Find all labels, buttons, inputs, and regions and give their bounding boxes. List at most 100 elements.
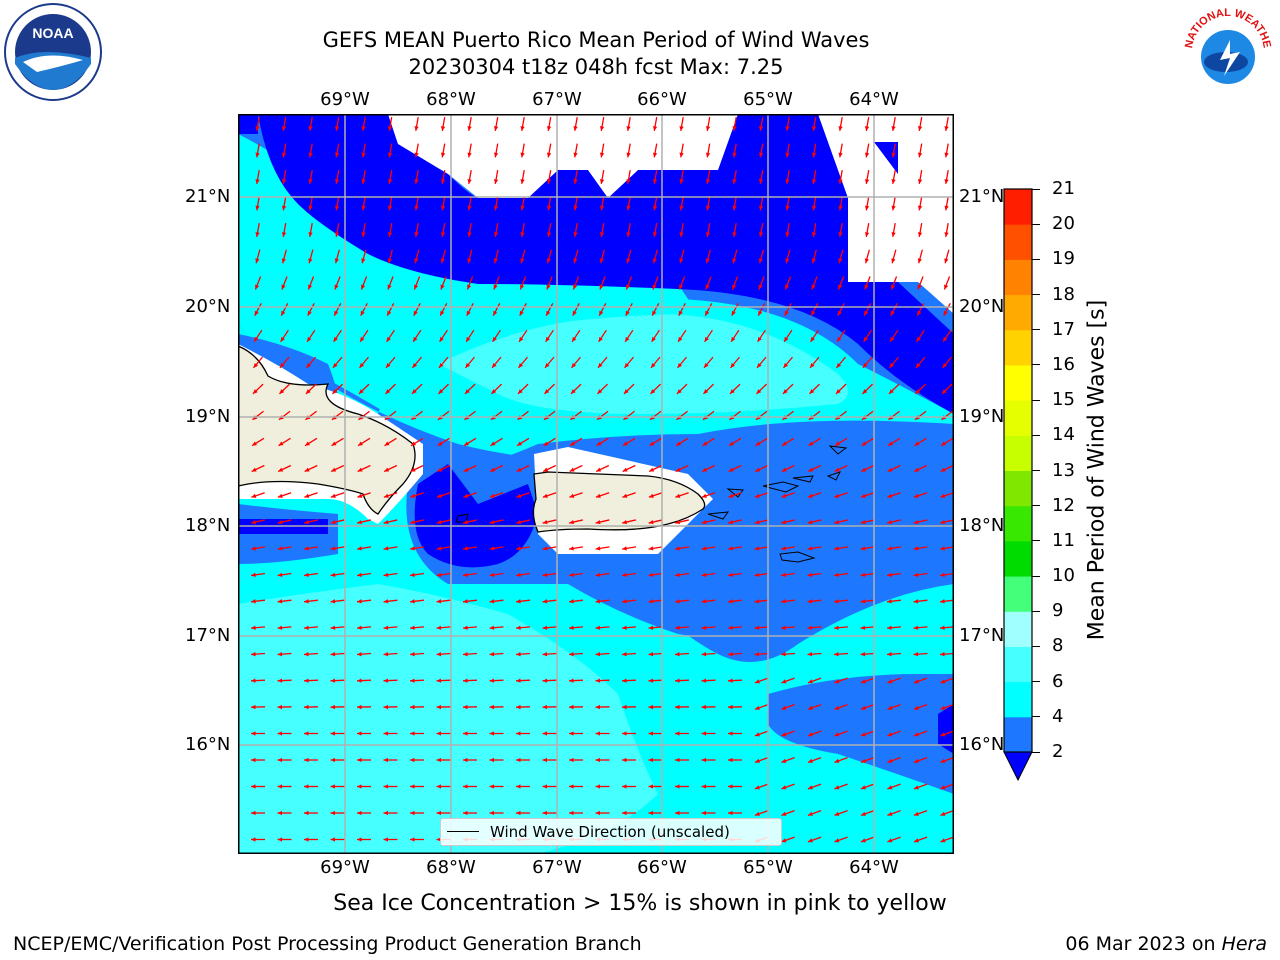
- wind-wave-arrowhead: [675, 519, 681, 525]
- wind-wave-arrowhead: [516, 731, 521, 736]
- wind-wave-arrowhead: [387, 284, 392, 290]
- wind-wave-arrowhead: [491, 389, 497, 394]
- wind-wave-arrowhead: [754, 679, 760, 684]
- wind-wave-arrowhead: [440, 258, 445, 264]
- wind-wave-arrowhead: [917, 258, 922, 264]
- wind-wave-arrowhead: [860, 519, 866, 525]
- colorbar-tick-mark: [1032, 716, 1040, 718]
- lat-label-left: 21°N: [185, 186, 231, 207]
- wind-wave-arrowhead: [520, 258, 525, 264]
- wind-wave-arrowhead: [252, 441, 258, 446]
- wind-wave-arrowhead: [860, 599, 866, 604]
- wind-wave-arrowhead: [357, 731, 362, 736]
- wind-wave-arrowhead: [781, 546, 786, 551]
- wind-wave-arrowhead: [732, 284, 737, 290]
- wind-wave-arrowhead: [573, 258, 578, 264]
- wind-wave-arrowhead: [304, 546, 309, 551]
- wind-wave-arrowhead: [834, 599, 839, 604]
- wind-wave-arrowhead: [599, 310, 604, 316]
- wind-wave-arrowhead: [334, 152, 340, 158]
- wind-wave-arrowhead: [439, 336, 444, 342]
- wind-wave-arrowhead: [277, 652, 283, 657]
- wind-wave-arrowhead: [728, 599, 733, 604]
- wind-wave-arrowhead: [701, 810, 707, 816]
- wind-wave-arrowhead: [622, 493, 628, 498]
- wind-wave-arrowhead: [917, 284, 922, 290]
- wind-wave-arrowhead: [622, 652, 627, 657]
- wind-wave-arrowhead: [864, 179, 870, 184]
- wind-wave-arrowhead: [648, 731, 654, 736]
- wind-wave-arrowhead: [754, 572, 760, 578]
- colorbar-segment: [1004, 681, 1032, 718]
- wind-wave-arrowhead: [785, 258, 790, 264]
- wind-wave-arrowhead: [891, 258, 896, 264]
- wind-wave-arrowhead: [860, 838, 866, 843]
- wind-wave-arrowhead: [330, 704, 336, 710]
- wind-wave-arrowhead: [573, 126, 578, 131]
- colorbar-tick-label: 2: [1052, 741, 1064, 762]
- wind-wave-arrowhead: [357, 599, 362, 604]
- wind-wave-arrowhead: [436, 757, 442, 763]
- wind-wave-arrowhead: [863, 363, 868, 368]
- colorbar-tick-label: 4: [1052, 705, 1064, 727]
- wind-wave-arrowhead: [807, 705, 813, 710]
- wind-wave-arrowhead: [728, 467, 734, 472]
- wind-wave-arrowhead: [357, 837, 362, 842]
- map-grid: [238, 114, 954, 854]
- wind-wave-arrowhead: [887, 493, 893, 498]
- colorbar-tick-mark: [1032, 645, 1040, 647]
- wind-wave-arrowhead: [728, 704, 733, 710]
- wind-wave-arrowhead: [383, 546, 389, 551]
- wind-wave-arrowhead: [913, 519, 919, 525]
- wind-wave-arrowhead: [546, 152, 552, 158]
- wind-wave-arrowhead: [782, 441, 788, 446]
- wind-wave-arrowhead: [783, 363, 789, 368]
- wind-wave-arrowhead: [410, 546, 415, 551]
- wind-wave-arrowhead: [622, 546, 627, 551]
- wind-wave-arrowhead: [387, 179, 393, 184]
- wind-wave-arrowhead: [520, 152, 525, 158]
- wind-wave-arrowhead: [860, 758, 866, 763]
- wind-wave-arrowhead: [913, 811, 919, 816]
- colorbar-segment: [1004, 189, 1032, 225]
- wind-wave-arrowhead: [489, 784, 495, 789]
- wind-wave-arrowhead: [701, 493, 707, 498]
- wind-wave-arrowhead: [944, 284, 949, 290]
- wind-wave-arrowhead: [255, 232, 260, 237]
- wind-wave-arrowhead: [358, 389, 364, 394]
- wind-wave-arrowhead: [387, 205, 393, 211]
- wind-wave-arrowhead: [277, 572, 283, 578]
- wind-wave-arrowhead: [705, 205, 711, 211]
- wind-wave-arrowhead: [383, 493, 389, 498]
- wind-wave-arrowhead: [517, 441, 523, 446]
- wind-wave-arrowhead: [463, 784, 468, 789]
- wind-wave-arrowhead: [807, 758, 813, 763]
- wind-wave-arrowhead: [569, 652, 574, 657]
- colorbar-tick-label: 18: [1052, 283, 1075, 305]
- wind-wave-arrowhead: [781, 467, 787, 472]
- wind-wave-arrowhead: [251, 810, 256, 816]
- wind-wave-arrowhead: [838, 232, 843, 237]
- wind-wave-arrowhead: [728, 519, 734, 525]
- colorbar-tick-mark: [1032, 610, 1040, 612]
- wind-wave-arrowhead: [304, 467, 310, 472]
- wind-wave-arrowhead: [675, 784, 680, 789]
- wind-wave-arrowhead: [332, 389, 338, 394]
- wind-wave-arrowhead: [728, 493, 734, 498]
- wind-wave-arrowhead: [334, 284, 339, 290]
- colorbar-tick-mark: [1032, 364, 1040, 366]
- lon-label-bottom: 66°W: [637, 857, 687, 878]
- wind-wave-arrowhead: [410, 757, 415, 763]
- wind-wave-arrowhead: [572, 336, 577, 342]
- wind-wave-arrowhead: [255, 179, 260, 184]
- wind-wave-arrowhead: [781, 811, 787, 816]
- wind-wave-arrowhead: [808, 467, 814, 472]
- wind-wave-arrowhead: [758, 152, 764, 158]
- wind-wave-arrowhead: [251, 467, 257, 472]
- wind-wave-arrowhead: [277, 704, 283, 710]
- wind-wave-arrowhead: [569, 784, 574, 789]
- wind-wave-arrowhead: [436, 652, 442, 657]
- wind-wave-arrowhead: [411, 441, 417, 446]
- wind-wave-arrowhead: [387, 126, 393, 131]
- wind-wave-arrowhead: [622, 810, 627, 816]
